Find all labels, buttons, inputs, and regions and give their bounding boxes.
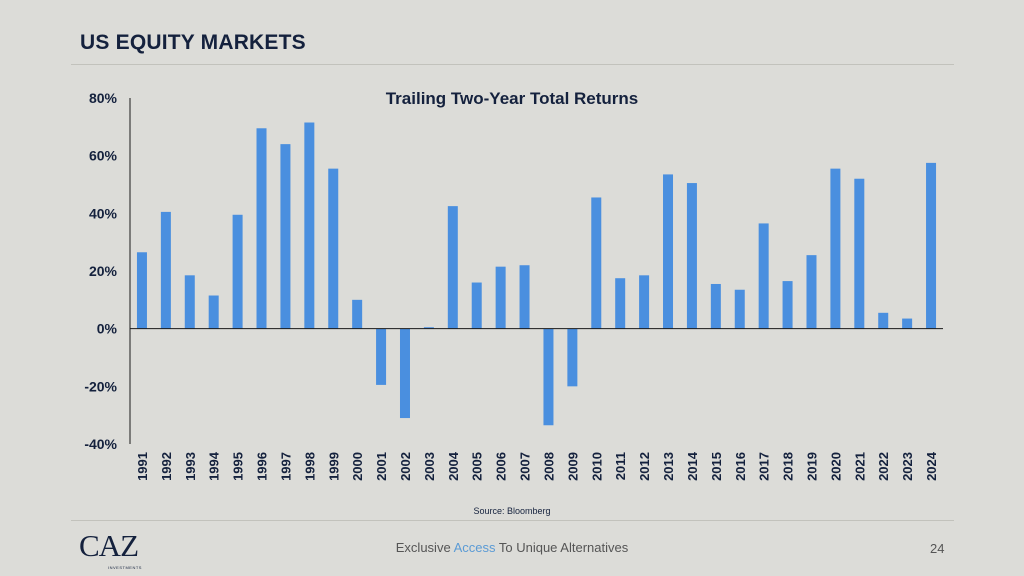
x-tick-label: 1993 — [183, 452, 198, 481]
x-tick-label: 2017 — [757, 452, 772, 481]
x-tick-label: 2006 — [494, 452, 509, 481]
y-tick-label: 60% — [89, 148, 118, 164]
x-tick-label: 2000 — [350, 452, 365, 481]
x-tick-label: 2019 — [804, 452, 819, 481]
x-tick-label: 2011 — [613, 452, 628, 480]
bar-1995 — [232, 214, 243, 329]
bar-1996 — [256, 128, 267, 329]
footer-divider — [71, 520, 954, 521]
x-tick-label: 2008 — [541, 452, 556, 481]
bar-1993 — [184, 275, 195, 329]
y-tick-label: 20% — [89, 263, 118, 279]
bar-2022 — [878, 312, 889, 329]
x-tick-label: 2020 — [828, 452, 843, 481]
source-note: Source: Bloomberg — [473, 506, 551, 516]
y-tick-label: 40% — [89, 205, 118, 221]
x-tick-label: 2009 — [565, 452, 580, 481]
x-tick-label: 2021 — [852, 452, 867, 481]
x-tick-label: 2010 — [589, 452, 604, 481]
x-tick-label: 2005 — [470, 452, 485, 481]
x-axis-ticks: 1991 1992 1993 1994 1995 1996 1997 1998 1999 2000… — [135, 451, 939, 481]
bar-2002 — [399, 328, 410, 419]
footer-tagline: Exclusive Access To Unique Alternatives — [0, 540, 1024, 555]
bar-2019 — [806, 255, 817, 329]
header-divider — [71, 64, 954, 65]
bar-2011 — [615, 278, 626, 329]
bar-2020 — [830, 168, 841, 329]
bar-2010 — [591, 197, 602, 329]
x-tick-label: 2001 — [374, 452, 389, 481]
bar-2003 — [423, 327, 434, 329]
x-tick-label: 2023 — [900, 452, 915, 481]
bar-2000 — [352, 299, 363, 329]
bar-2007 — [519, 265, 530, 329]
bar-2021 — [854, 178, 865, 329]
caz-logo-subtext: INVESTMENTS — [108, 565, 142, 570]
bar-2006 — [495, 266, 506, 329]
bar-2013 — [663, 174, 674, 329]
x-tick-label: 2012 — [637, 452, 652, 481]
x-tick-label: 1999 — [326, 452, 341, 481]
x-tick-label: 2016 — [733, 452, 748, 481]
bar-2009 — [567, 328, 578, 387]
y-tick-label: 0% — [97, 321, 118, 337]
x-tick-label: 2018 — [781, 452, 796, 481]
x-tick-label: 1998 — [302, 452, 317, 481]
x-tick-label: 2024 — [924, 451, 939, 481]
bar-2005 — [471, 282, 482, 329]
x-tick-label: 2022 — [876, 452, 891, 481]
caz-logo: CAZ — [79, 528, 139, 563]
bar-1991 — [136, 252, 147, 329]
page-number: 24 — [930, 541, 945, 556]
x-tick-label: 2013 — [661, 452, 676, 481]
bars-group — [136, 122, 937, 426]
x-tick-label: 1992 — [159, 452, 174, 481]
slide-title: US EQUITY MARKETS — [80, 31, 306, 54]
x-tick-label: 2002 — [398, 452, 413, 481]
bar-2008 — [543, 328, 554, 426]
bar-2004 — [447, 206, 458, 329]
x-tick-label: 1996 — [255, 452, 270, 481]
x-tick-label: 2014 — [685, 451, 700, 481]
x-tick-label: 2015 — [709, 452, 724, 481]
bar-1998 — [304, 122, 315, 329]
x-tick-label: 2003 — [422, 452, 437, 481]
x-tick-label: 1991 — [135, 452, 150, 481]
bar-2024 — [926, 162, 937, 329]
bar-2023 — [902, 318, 913, 329]
x-tick-label: 2007 — [518, 452, 533, 481]
y-tick-label: -40% — [84, 436, 117, 452]
bar-2015 — [710, 283, 721, 329]
tagline-start: Exclusive — [395, 540, 454, 555]
bar-2012 — [639, 275, 650, 329]
bar-2017 — [758, 223, 769, 329]
bar-1994 — [208, 295, 219, 329]
chart-title: Trailing Two-Year Total Returns — [386, 89, 639, 108]
x-tick-label: 1997 — [278, 452, 293, 481]
y-axis-ticks: 80% 60% 40% 20% 0% -20% -40% — [84, 90, 117, 452]
y-tick-label: 80% — [89, 90, 118, 106]
tagline-end: To Unique Alternatives — [495, 540, 629, 555]
bar-1997 — [280, 144, 291, 329]
bar-chart: Trailing Two-Year Total Returns 80% 60% 40… — [84, 89, 943, 481]
bar-1992 — [160, 211, 171, 329]
bar-2018 — [782, 281, 793, 329]
bar-1999 — [328, 168, 339, 329]
y-tick-label: -20% — [84, 378, 117, 394]
bar-2001 — [376, 328, 387, 385]
bar-2016 — [734, 289, 745, 329]
bar-2014 — [686, 183, 697, 329]
x-tick-label: 2004 — [446, 451, 461, 481]
tagline-accent: Access — [453, 540, 496, 555]
x-tick-label: 1994 — [207, 451, 222, 481]
x-tick-label: 1995 — [231, 452, 246, 481]
